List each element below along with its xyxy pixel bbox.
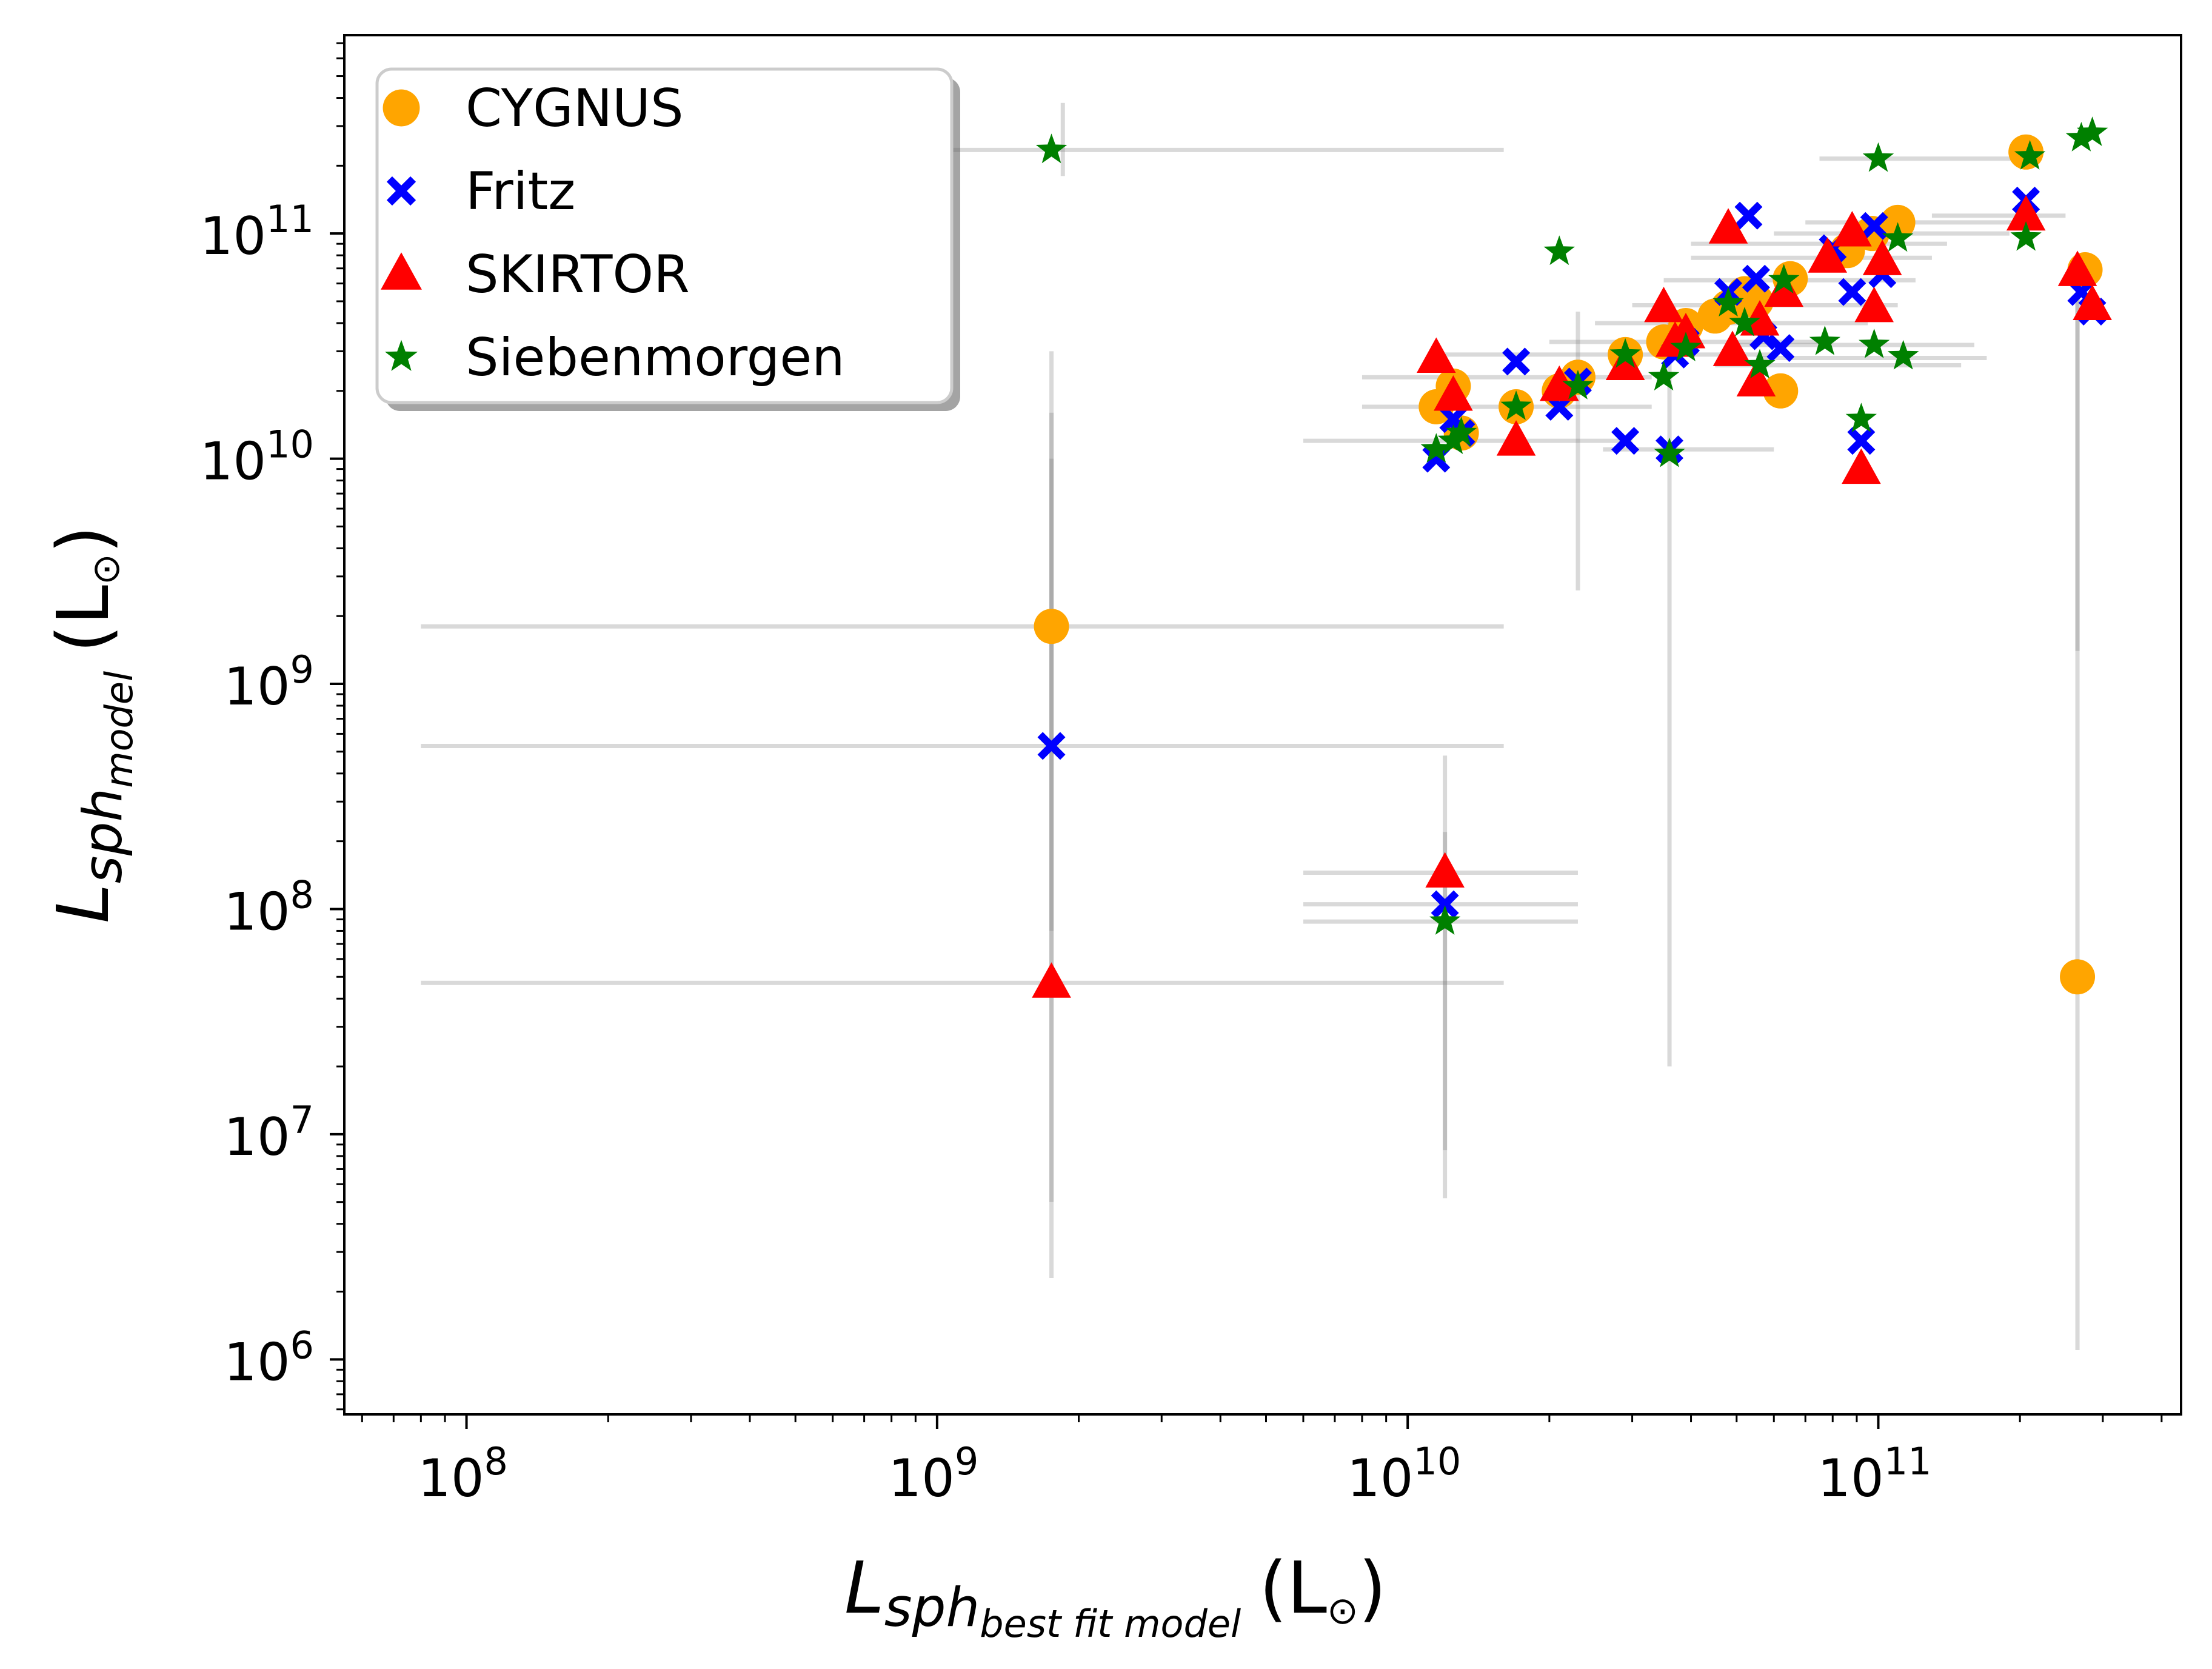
siebenmorgen-point [1543,235,1575,266]
x-tick-label: 109 [888,1439,978,1509]
siebenmorgen-point [1744,349,1776,379]
skirtor-point [1434,375,1473,411]
siebenmorgen-point [1845,403,1877,432]
cygnus-point [1763,373,1799,409]
x-axis-ticks: 108 109 1010 1011 [361,1414,2163,1509]
skirtor-point [1808,237,1848,273]
skirtor-point [1666,312,1706,349]
legend-item-fritz: Fritz [386,161,575,222]
fritz-point [1502,347,1531,376]
y-tick-label: 109 [224,647,314,717]
siebenmorgen-point [1809,326,1840,355]
fritz-point [1847,427,1876,455]
siebenmorgen-point [1420,433,1452,463]
skirtor-point [1540,365,1579,401]
skirtor-point [1854,286,1894,323]
skirtor-point [1862,239,1902,275]
siebenmorgen-point [1648,361,1680,391]
skirtor-point [1736,361,1776,396]
legend-item-cygnus: CYGNUS [383,78,684,139]
skirtor-point [1416,337,1456,373]
siebenmorgen-point [1670,332,1702,361]
legend-label: SKIRTOR [466,244,690,305]
legend-item-siebenmorgen: Siebenmorgen [385,327,845,388]
legend: CYGNUS Fritz SKIRTOR Siebenmorgen [375,67,960,411]
x-tick-label: 108 [418,1439,508,1509]
x-tick-label: 1011 [1817,1439,1931,1509]
data-points [1032,116,2112,998]
siebenmorgen-point [1768,264,1800,294]
siebenmorgen-point [1429,905,1461,935]
series-siebenmorgen [1035,116,2108,935]
siebenmorgen-point [1712,287,1744,317]
cygnus-point [2060,959,2096,995]
y-tick-label: 108 [224,872,314,942]
skirtor-point [1644,286,1683,323]
skirtor-point [2073,284,2112,321]
siebenmorgen-point [1035,133,1068,164]
siebenmorgen-point [1437,424,1469,454]
legend-marker-x [386,176,416,206]
y-tick-label: 1011 [200,197,314,267]
siebenmorgen-point [1862,142,1894,172]
siebenmorgen-point [2065,122,2097,152]
siebenmorgen-point [1609,338,1641,368]
fritz-point [1860,212,1888,240]
skirtor-point [1425,852,1465,888]
fritz-point [1037,732,1066,760]
siebenmorgen-point [1882,222,1914,252]
fritz-point [1734,201,1763,230]
fritz-point [1611,427,1640,455]
cygnus-point [1034,609,1069,644]
legend-box [375,67,954,404]
siebenmorgen-point [1888,339,1919,370]
skirtor-point [2057,250,2097,286]
skirtor-point [1712,330,1753,366]
skirtor-point [1496,420,1536,456]
legend-label: CYGNUS [466,78,684,139]
fritz-point [1838,278,1866,306]
siebenmorgen-point [1859,329,1890,358]
siebenmorgen-point [2010,221,2042,251]
legend-item-skirtor: SKIRTOR [381,244,690,305]
fritz-point [1766,334,1795,363]
series-skirtor [1032,195,2112,998]
y-axis-ticks: 106 107 108 109 1010 1011 [200,42,344,1411]
x-tick-label: 1010 [1347,1439,1461,1509]
x-axis-label: Lsphbest fit model (L⊙) [844,1546,1386,1646]
fritz-point [1431,890,1459,918]
skirtor-point [1842,448,1881,484]
siebenmorgen-point [1500,390,1532,420]
siebenmorgen-point [2076,116,2108,146]
skirtor-point [1708,208,1748,244]
siebenmorgen-point [1562,369,1594,400]
siebenmorgen-point [1729,307,1760,336]
sun-symbol: ⊙ [1327,1588,1358,1633]
siebenmorgen-point [1654,437,1685,467]
legend-marker-circle [383,89,420,127]
skirtor-point [1764,271,1804,307]
y-tick-label: 107 [224,1098,314,1168]
y-tick-label: 106 [224,1323,314,1393]
y-tick-label: 1010 [200,423,314,492]
skirtor-point [1032,962,1071,998]
skirtor-point [1605,344,1645,380]
y-axis-label: Lsphmodel(L⊙) [41,526,141,923]
siebenmorgen-point [2014,140,2046,170]
skirtor-point [2006,195,2046,231]
fritz-point [1422,444,1451,473]
skirtor-point [1833,210,1872,247]
siebenmorgen-point [1446,416,1477,447]
plot-frame [343,34,2182,1416]
legend-marker-star [385,339,418,371]
legend-label: Fritz [466,161,575,222]
legend-label: Siebenmorgen [466,327,845,388]
legend-marker-triangle [381,252,422,290]
fritz-point [1742,264,1770,293]
